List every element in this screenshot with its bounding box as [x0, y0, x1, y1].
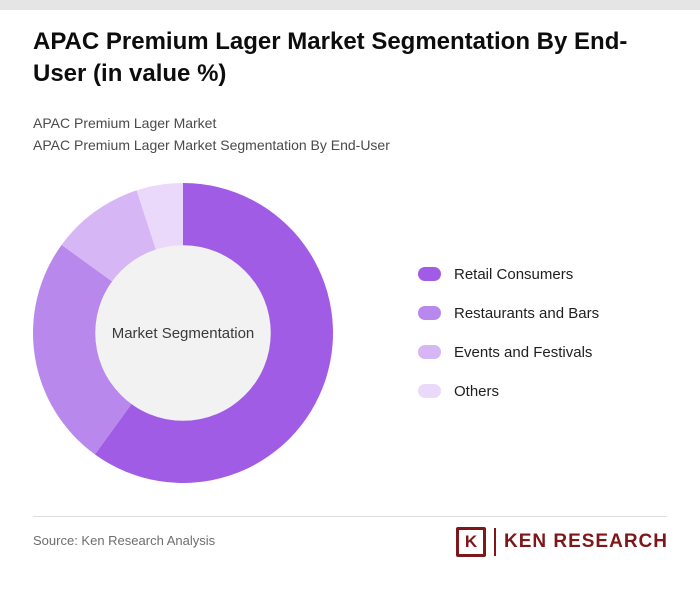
chart-subtitle-segmentation: APAC Premium Lager Market Segmentation B…: [33, 136, 390, 153]
legend-item: Events and Festivals: [418, 343, 599, 361]
ken-research-logo: K KEN RESEARCH: [455, 527, 668, 557]
donut-chart: Market Segmentation: [33, 183, 333, 483]
legend-swatch: [418, 384, 441, 398]
legend-swatch: [418, 306, 441, 320]
chart-subtitles: APAC Premium Lager Market APAC Premium L…: [33, 113, 390, 156]
top-strip: [0, 0, 700, 10]
page-title: APAC Premium Lager Market Segmentation B…: [33, 28, 628, 87]
legend-item: Retail Consumers: [418, 265, 599, 283]
legend-swatch: [418, 345, 441, 359]
footer-divider: [33, 516, 667, 517]
logo-separator: [493, 528, 496, 556]
donut-center-circle: [95, 245, 271, 421]
legend-label: Others: [454, 382, 500, 400]
logo-k-letter: K: [464, 532, 478, 551]
donut-svg: [33, 183, 333, 483]
legend-label: Restaurants and Bars: [454, 304, 600, 322]
legend-item: Restaurants and Bars: [418, 304, 599, 322]
legend-item: Others: [418, 382, 599, 400]
logo-k-emblem: K: [455, 527, 486, 557]
chart-legend: Retail Consumers Restaurants and Bars Even…: [418, 265, 599, 400]
source-text: Source: Ken Research Analysis: [33, 533, 216, 548]
chart-subtitle-market: APAC Premium Lager Market: [33, 115, 217, 131]
logo-brand-text: KEN RESEARCH: [503, 531, 668, 552]
legend-label: Retail Consumers: [454, 265, 574, 283]
legend-label: Events and Festivals: [454, 343, 593, 361]
legend-swatch: [418, 267, 441, 281]
